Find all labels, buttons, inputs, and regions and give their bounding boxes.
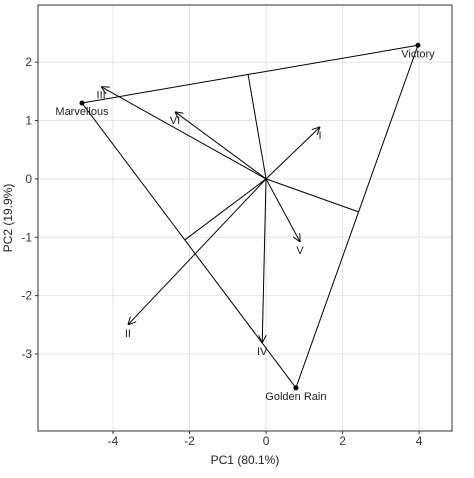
panel-border [37,4,453,432]
y-tick-label: 1 [25,114,32,128]
x-tick-label: 2 [339,434,346,448]
genotype-label: Marvellous [55,106,109,118]
x-tick-label: 4 [416,434,423,448]
y-tick-label: 0 [25,172,32,186]
polygon-edge [295,45,419,388]
polygon-edge [81,44,419,104]
environment-vector [128,178,267,325]
genotype-point [293,385,299,391]
perpendicular [247,74,267,179]
environment-vector [175,112,267,180]
y-tick-label: -1 [21,230,32,244]
environment-label: IV [257,346,268,358]
perpendicular [265,178,359,213]
x-axis-title: PC1 (80.1%) [211,453,280,467]
environment-label: V [296,245,304,257]
environment-vector [265,127,320,180]
genotype-point [79,100,85,106]
x-tick-label: 0 [263,434,270,448]
environment-label: III [97,90,106,102]
y-tick-label: -2 [21,289,32,303]
plot-panel [38,5,452,431]
genotype-label: Victory [401,48,435,60]
x-tick-label: -2 [184,434,195,448]
environment-vector [101,87,267,180]
environment-label: VI [170,115,180,127]
environment-vector [262,178,267,343]
perpendicular [184,178,267,241]
environment-vector [265,178,300,242]
environment-label: II [125,328,131,340]
genotype-label: Golden Rain [265,391,326,403]
y-tick-label: -3 [21,347,32,361]
y-axis-title: PC2 (19.9%) [1,184,15,253]
x-tick-label: -4 [108,434,119,448]
genotype-point [415,42,421,48]
environment-label: I [318,130,321,142]
y-tick-label: 2 [25,55,32,69]
